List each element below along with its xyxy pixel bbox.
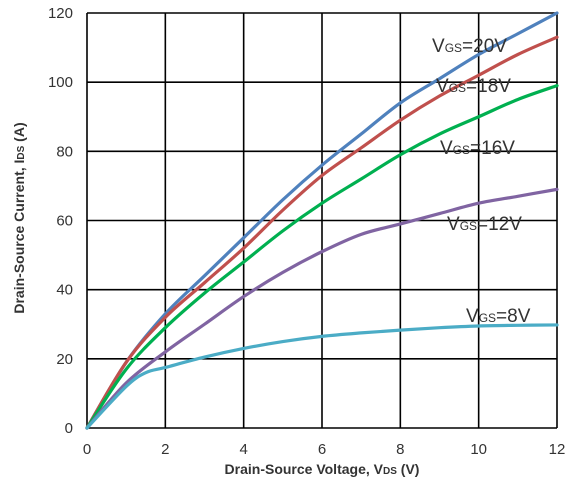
series-label: VGS=12V	[447, 214, 522, 235]
x-tick-label: 2	[161, 441, 169, 458]
x-tick-label: 0	[83, 441, 91, 458]
x-tick-label: 10	[470, 441, 487, 458]
x-tick-label: 6	[318, 441, 326, 458]
y-tick-label: 60	[56, 213, 73, 230]
y-axis-title: Drain-Source Current, IDS (A)	[11, 122, 27, 313]
y-tick-label: 80	[56, 143, 73, 160]
series-line	[85, 323, 559, 430]
plot-lines	[85, 11, 559, 430]
series-label: VGS=18V	[436, 76, 511, 97]
series-label: VGS=16V	[440, 138, 515, 159]
series-labels: VGS=20V VGS=18V VGS=16V VGS=12V VGS=8V	[432, 36, 531, 327]
y-tick-label: 20	[56, 351, 73, 368]
x-tick-label: 12	[549, 441, 566, 458]
series-line	[85, 84, 559, 430]
grid-lines	[86, 12, 558, 429]
y-tick-label: 0	[65, 420, 73, 437]
series-line	[85, 35, 559, 430]
x-tick-label: 8	[396, 441, 404, 458]
y-tick-label: 40	[56, 282, 73, 299]
y-tick-label: 120	[48, 5, 73, 22]
series-label: VGS=8V	[466, 306, 531, 327]
x-tick-label: 4	[239, 441, 247, 458]
y-tick-label: 100	[48, 74, 73, 91]
x-axis-title: Drain-Source Voltage, VDS (V)	[225, 461, 420, 477]
series-line	[85, 187, 559, 430]
series-line	[85, 11, 559, 430]
series-label: VGS=20V	[432, 36, 507, 57]
